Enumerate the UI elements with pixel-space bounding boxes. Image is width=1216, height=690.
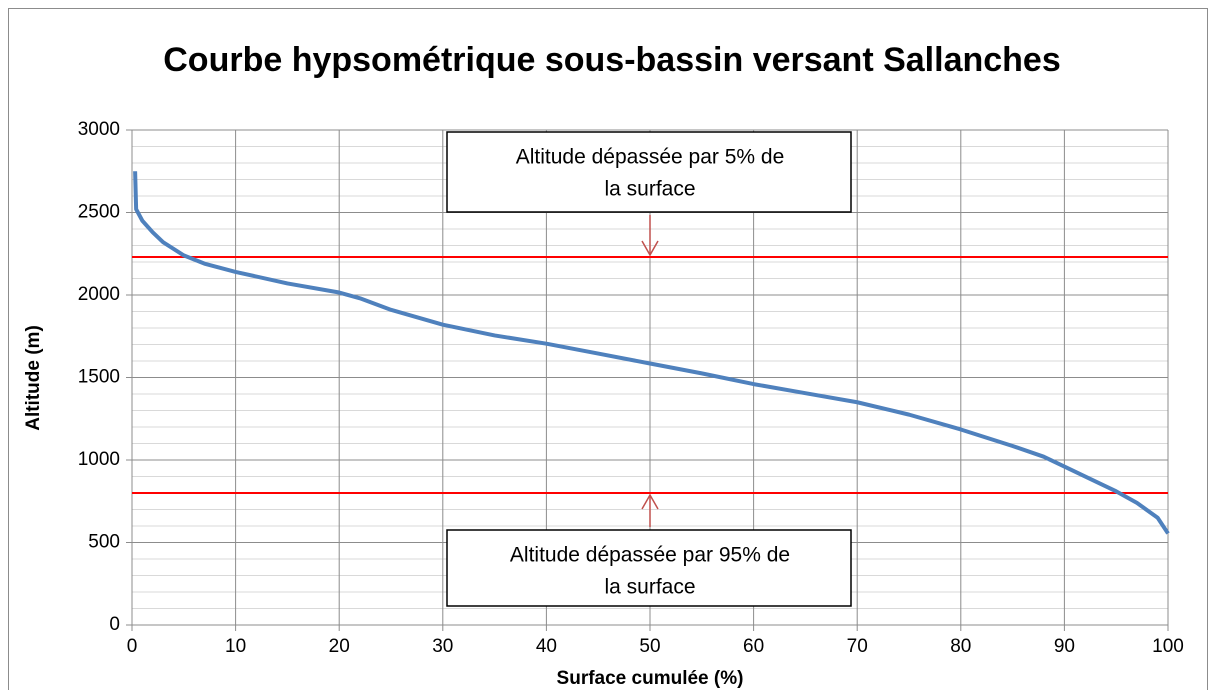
annotation-text: la surface [604, 178, 695, 201]
x-tick-label: 80 [950, 636, 971, 657]
x-tick-label: 70 [847, 636, 868, 657]
y-tick-label: 2500 [78, 202, 120, 223]
x-tick-label: 50 [639, 636, 660, 657]
data-line [133, 171, 1170, 535]
x-tick-label: 20 [329, 636, 350, 657]
y-tick-label: 0 [109, 614, 120, 635]
annotation-text: la surface [604, 576, 695, 599]
x-tick-label: 30 [432, 636, 453, 657]
y-tick-label: 2000 [78, 284, 120, 305]
x-tick-label: 40 [536, 636, 557, 657]
x-tick-label: 100 [1152, 636, 1184, 657]
annotation-text: Altitude dépassée par 95% de [510, 544, 790, 567]
annotation-arrowhead [641, 493, 659, 510]
y-tick-label: 3000 [78, 119, 120, 140]
y-axis-label: Altitude (m) [23, 325, 44, 431]
y-tick-label: 1500 [78, 367, 120, 388]
chart-title: Courbe hypsométrique sous-bassin versant… [163, 41, 1061, 79]
y-tick-label: 500 [88, 532, 120, 553]
x-tick-label: 10 [225, 636, 246, 657]
x-tick-label: 90 [1054, 636, 1075, 657]
annotation-arrowhead [641, 240, 659, 257]
annotation-text: Altitude dépassée par 5% de [516, 146, 785, 169]
x-tick-label: 60 [743, 636, 764, 657]
x-tick-label: 0 [127, 636, 138, 657]
annotation-box [446, 131, 852, 213]
annotation-box [446, 529, 852, 607]
y-tick-label: 1000 [78, 449, 120, 470]
x-axis-label: Surface cumulée (%) [557, 668, 744, 689]
